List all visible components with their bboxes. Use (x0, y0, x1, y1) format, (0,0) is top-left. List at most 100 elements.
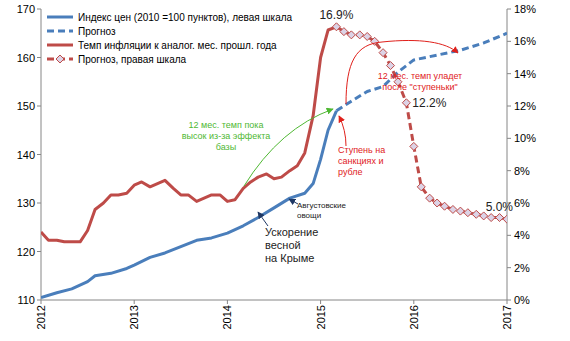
legend-label: Прогноз (78, 26, 116, 37)
series-marker (472, 210, 480, 218)
series-line (41, 27, 336, 242)
series-marker (340, 28, 348, 36)
x-tick (134, 300, 135, 304)
annotation-line: рубле (338, 167, 363, 177)
series-marker (456, 207, 464, 215)
y-tick (37, 251, 41, 252)
y2-tick (507, 41, 511, 42)
y-tick-label: 140 (17, 149, 35, 161)
annotations: 12 мес. темп уладетпосле "ступеньки"12 м… (182, 71, 463, 264)
y-tick (37, 9, 41, 10)
y-tick-label: 150 (17, 100, 35, 112)
chart: 1101201301401501601700%2%4%6%8%10%12%14%… (0, 0, 570, 341)
y2-tick (507, 9, 511, 10)
y-tick (37, 154, 41, 155)
x-tick-label: 2013 (128, 305, 140, 329)
series-marker (441, 202, 449, 210)
y-tick-label: 170 (17, 3, 35, 15)
annotation: Августовскиеовощи (297, 201, 347, 220)
y2-tick (507, 267, 511, 268)
arrow (339, 116, 346, 146)
y-tick-label: 160 (17, 52, 35, 64)
y-tick (37, 57, 41, 58)
series-marker (487, 214, 495, 222)
y2-tick (507, 138, 511, 139)
annotation: Ступень насанкциях ирубле (338, 145, 385, 177)
x-tick (41, 300, 42, 304)
series-marker (417, 183, 425, 191)
x-tick (320, 300, 321, 304)
data-labels: 16.9% 12.2% 5.0% (319, 8, 513, 214)
legend-swatch (47, 44, 73, 47)
legend-label: Прогноз, правая шкала (78, 54, 187, 65)
annotation: Ускорениевеснойна Крыме (265, 226, 318, 264)
plot-area (41, 23, 507, 298)
annotation: 12 мес. темп покавысок из-за эффектабазы (182, 120, 271, 152)
series-line (41, 111, 336, 298)
legend-marker (56, 55, 64, 63)
series-marker (464, 209, 472, 217)
arrow (244, 109, 333, 186)
y-tick-label: 110 (17, 294, 35, 306)
annotation-line: 12 мес. темп уладет (378, 71, 462, 81)
arrow (258, 212, 268, 226)
arrow (346, 40, 458, 104)
y-tick (37, 106, 41, 107)
legend-label: Индекс цен (2010 =100 пунктов), левая шк… (78, 12, 293, 23)
data-label: 5.0% (486, 200, 514, 214)
data-label: 16.9% (319, 8, 353, 22)
series-marker (363, 32, 371, 40)
y2-tick-label: 10% (514, 132, 536, 144)
y2-tick (507, 170, 511, 171)
legend-swatch (47, 30, 73, 33)
x-tick-label: 2012 (35, 305, 47, 329)
annotation-line: весной (265, 239, 301, 251)
chart-container: 1101201301401501601700%2%4%6%8%10%12%14%… (0, 0, 570, 341)
y2-tick-label: 14% (514, 68, 536, 80)
y2-tick-label: 6% (514, 197, 530, 209)
arrows (244, 40, 458, 226)
series-marker (402, 99, 410, 107)
y2-tick (507, 73, 511, 74)
series-marker (387, 62, 395, 70)
annotation-line: Ускорение (265, 226, 318, 238)
y2-tick-label: 18% (514, 3, 536, 15)
legend-label: Темп инфляции к аналог. мес. прошл. года (78, 40, 277, 51)
y-tick (37, 203, 41, 204)
x-tick-label: 2016 (408, 305, 420, 329)
annotation-line: базы (216, 142, 236, 152)
y2-axis-line (507, 9, 508, 300)
series-marker (426, 194, 434, 202)
legend: Индекс цен (2010 =100 пунктов), левая шк… (47, 12, 293, 65)
x-axis-line (41, 300, 507, 301)
annotation: 12 мес. темп уладетпосле "ступеньки" (378, 71, 462, 92)
y2-tick-label: 0% (514, 294, 530, 306)
series-marker (347, 31, 355, 39)
legend-swatch (47, 16, 73, 19)
y-tick-label: 130 (17, 197, 35, 209)
series-marker (496, 214, 504, 222)
y2-tick-label: 4% (514, 229, 530, 241)
x-tick-label: 2015 (315, 305, 327, 329)
series-marker (449, 205, 457, 213)
x-tick-label: 2017 (501, 305, 513, 329)
series-marker (379, 49, 387, 57)
x-tick (507, 300, 508, 304)
annotation-line: после "ступеньки" (382, 82, 457, 92)
y2-tick-label: 16% (514, 35, 536, 47)
arrow (289, 199, 298, 204)
annotation-line: 12 мес. темп пока (189, 120, 264, 130)
axes: 1101201301401501601700%2%4%6%8%10%12%14%… (17, 3, 537, 329)
annotation-line: высок из-за эффекта (182, 131, 271, 141)
annotation-line: санкциях и (338, 156, 384, 166)
series-marker (356, 31, 364, 39)
series-line (336, 27, 507, 219)
data-label: 12.2% (412, 96, 446, 110)
y2-tick (507, 300, 511, 301)
annotation-line: на Крыме (265, 252, 314, 264)
annotation-line: Ступень на (338, 145, 385, 155)
series-marker (433, 199, 441, 207)
y2-tick (507, 235, 511, 236)
y-tick (37, 300, 41, 301)
x-tick (413, 300, 414, 304)
